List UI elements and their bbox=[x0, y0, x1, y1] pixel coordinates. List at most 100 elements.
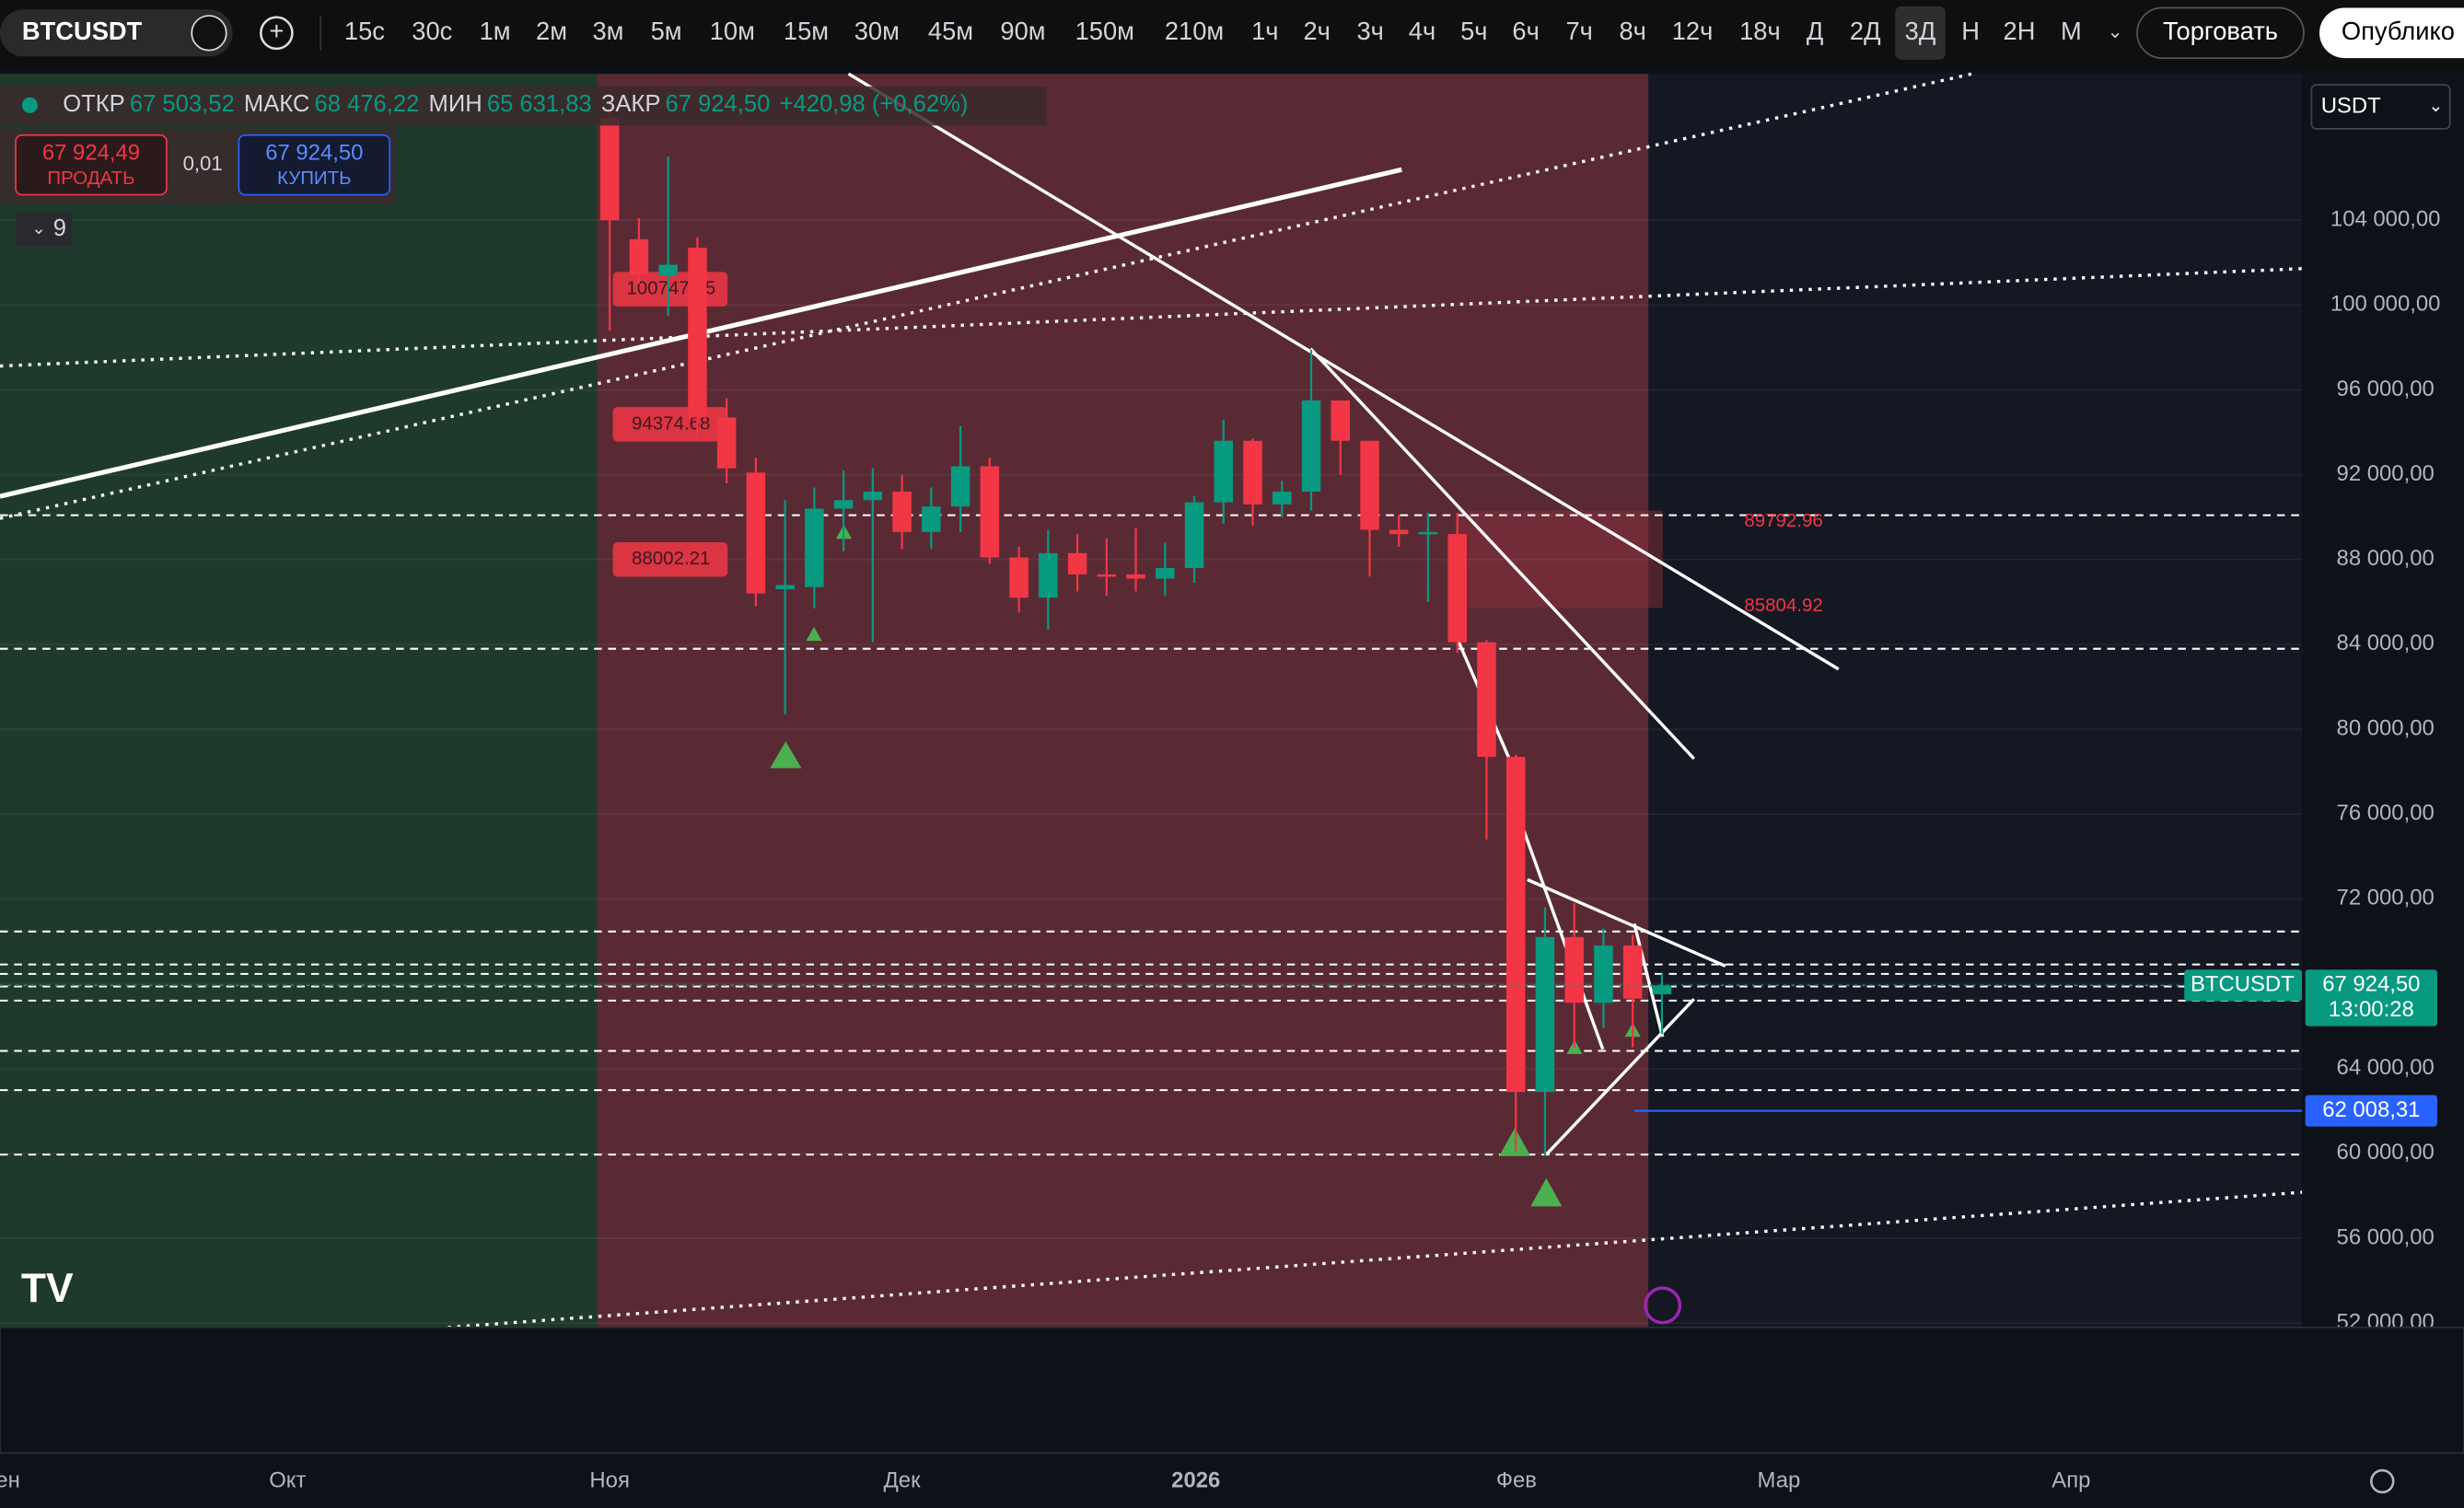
interval[interactable]: 1м bbox=[480, 17, 511, 45]
interval[interactable]: М bbox=[2061, 17, 2082, 45]
legend-label: ЗАКР bbox=[601, 91, 660, 117]
indicators-toggle[interactable] bbox=[16, 212, 73, 247]
interval[interactable]: 15с bbox=[344, 17, 385, 45]
trendline bbox=[1519, 822, 1605, 1050]
order-panel: 67 924,49 ПРОДАТЬ 0,01 67 924,50 КУПИТЬ … bbox=[0, 128, 397, 247]
future-zone bbox=[1648, 74, 2303, 1328]
sell-button[interactable] bbox=[15, 133, 168, 196]
level-label: 89792.96 bbox=[1744, 510, 1822, 531]
candle-body bbox=[1126, 574, 1145, 579]
interval[interactable]: 3ч bbox=[1356, 17, 1383, 45]
legend-label: ОТКР bbox=[63, 91, 124, 117]
interval[interactable]: 6ч bbox=[1512, 17, 1539, 45]
interval[interactable]: 90м bbox=[1000, 17, 1045, 45]
level-label: 85804.92 bbox=[1744, 595, 1822, 616]
interval[interactable]: 12ч bbox=[1672, 17, 1714, 45]
logo: TV bbox=[21, 1266, 74, 1311]
candle-body bbox=[1622, 945, 1643, 999]
interval[interactable]: 150м bbox=[1075, 17, 1134, 45]
alert-icon[interactable] bbox=[1644, 1286, 1682, 1325]
interval[interactable]: 5м bbox=[651, 17, 682, 45]
interval[interactable]: 10м bbox=[710, 17, 755, 45]
legend-change: +420,98 (+0,62%) bbox=[780, 91, 969, 117]
interval[interactable]: 3м bbox=[592, 17, 623, 45]
interval[interactable]: 30с bbox=[412, 17, 452, 45]
grid bbox=[0, 219, 2303, 1325]
interval[interactable]: 3Д bbox=[1905, 17, 1936, 45]
candle-body bbox=[1156, 567, 1175, 579]
symbol-box[interactable] bbox=[0, 9, 233, 57]
interval[interactable]: 210м bbox=[1165, 17, 1224, 45]
candles: BTCUSDT bbox=[0, 103, 2303, 1156]
trendline bbox=[1545, 998, 1695, 1156]
candle-body bbox=[833, 500, 854, 509]
candle-body bbox=[922, 506, 941, 532]
alert-tag bbox=[2305, 1095, 2437, 1127]
currency-select[interactable] bbox=[2310, 84, 2451, 130]
publish-button[interactable] bbox=[2319, 7, 2464, 59]
red-zone bbox=[597, 74, 1649, 1328]
y-tick-label: 72 000,00 bbox=[2337, 886, 2435, 911]
candle-body bbox=[805, 508, 824, 587]
legend-value: 67 924,50 bbox=[666, 91, 771, 117]
legend-label: МАКС bbox=[244, 91, 309, 117]
candle-body bbox=[1273, 492, 1292, 505]
interval[interactable]: 4ч bbox=[1409, 17, 1435, 45]
candle-body bbox=[1505, 757, 1526, 1093]
interval[interactable]: Д bbox=[1807, 17, 1824, 45]
symbol-tag bbox=[2184, 969, 2303, 1002]
interval[interactable]: 7ч bbox=[1565, 17, 1592, 45]
marker bbox=[1530, 1177, 1563, 1207]
interval[interactable]: Н bbox=[1961, 17, 1980, 45]
candle-body bbox=[629, 238, 649, 276]
x-tick-label: Фев bbox=[1496, 1467, 1537, 1492]
interval[interactable]: 30м bbox=[854, 17, 900, 45]
candle-body bbox=[716, 417, 737, 469]
trendline bbox=[847, 72, 1840, 671]
x-tick-label: Окт bbox=[269, 1467, 306, 1492]
y-tick-label: 56 000,00 bbox=[2337, 1224, 2435, 1249]
trendline bbox=[1527, 877, 1726, 968]
interval[interactable]: 18ч bbox=[1739, 17, 1781, 45]
interval[interactable]: 2Д bbox=[1850, 17, 1881, 45]
trade-button[interactable] bbox=[2136, 6, 2305, 59]
y-tick-label: 60 000,00 bbox=[2337, 1140, 2435, 1165]
interval[interactable]: 2ч bbox=[1303, 17, 1330, 45]
price-axis: 104 000,00 100 000,00 96 000,00 92 000,00 88… bbox=[2302, 74, 2464, 1334]
zone-box bbox=[1458, 510, 1663, 609]
x-tick-label: 2026 bbox=[1171, 1467, 1220, 1492]
candle-body bbox=[688, 248, 707, 418]
y-tick-label: 96 000,00 bbox=[2337, 377, 2435, 401]
x-tick-label: Апр bbox=[2051, 1467, 2090, 1492]
level-tag bbox=[612, 541, 728, 577]
interval[interactable]: 8ч bbox=[1619, 17, 1645, 45]
interval[interactable]: 5ч bbox=[1460, 17, 1487, 45]
candle-body bbox=[863, 492, 883, 501]
candle-body bbox=[1594, 945, 1613, 1003]
candle-body bbox=[1301, 400, 1321, 493]
interval[interactable]: 2Н bbox=[2004, 17, 2036, 45]
green-zone bbox=[0, 74, 598, 1328]
add-button[interactable] bbox=[260, 16, 294, 51]
y-tick-label: 64 000,00 bbox=[2337, 1055, 2435, 1080]
bottom-pane bbox=[0, 1326, 2464, 1455]
more-intervals: ⌄ bbox=[2108, 21, 2123, 42]
candle-body bbox=[746, 472, 766, 594]
ohlc-legend: ОТКР 67 503,52 МАКС 68 476,22 МИН 65 631,83 ЗА… bbox=[0, 86, 1047, 126]
y-tick-label: 84 000,00 bbox=[2337, 631, 2435, 655]
candle-body bbox=[1564, 936, 1584, 1003]
buy-button[interactable] bbox=[238, 133, 391, 196]
settings-icon[interactable] bbox=[2370, 1468, 2395, 1494]
interval[interactable]: 2м bbox=[536, 17, 567, 45]
interval[interactable]: 45м bbox=[928, 17, 973, 45]
candle-body bbox=[950, 466, 970, 507]
interval[interactable]: 1ч bbox=[1251, 17, 1278, 45]
sell-label: ПРОДАТЬ bbox=[47, 168, 134, 189]
buy-price: 67 924,50 bbox=[265, 141, 363, 166]
countdown: 13:00:28 bbox=[2329, 997, 2414, 1022]
marker bbox=[806, 626, 822, 642]
last-price: 67 924,50 bbox=[2322, 972, 2420, 997]
interval[interactable]: 15м bbox=[784, 17, 829, 45]
candle-body bbox=[1184, 502, 1204, 568]
dotted-trendlines bbox=[0, 72, 2303, 1329]
